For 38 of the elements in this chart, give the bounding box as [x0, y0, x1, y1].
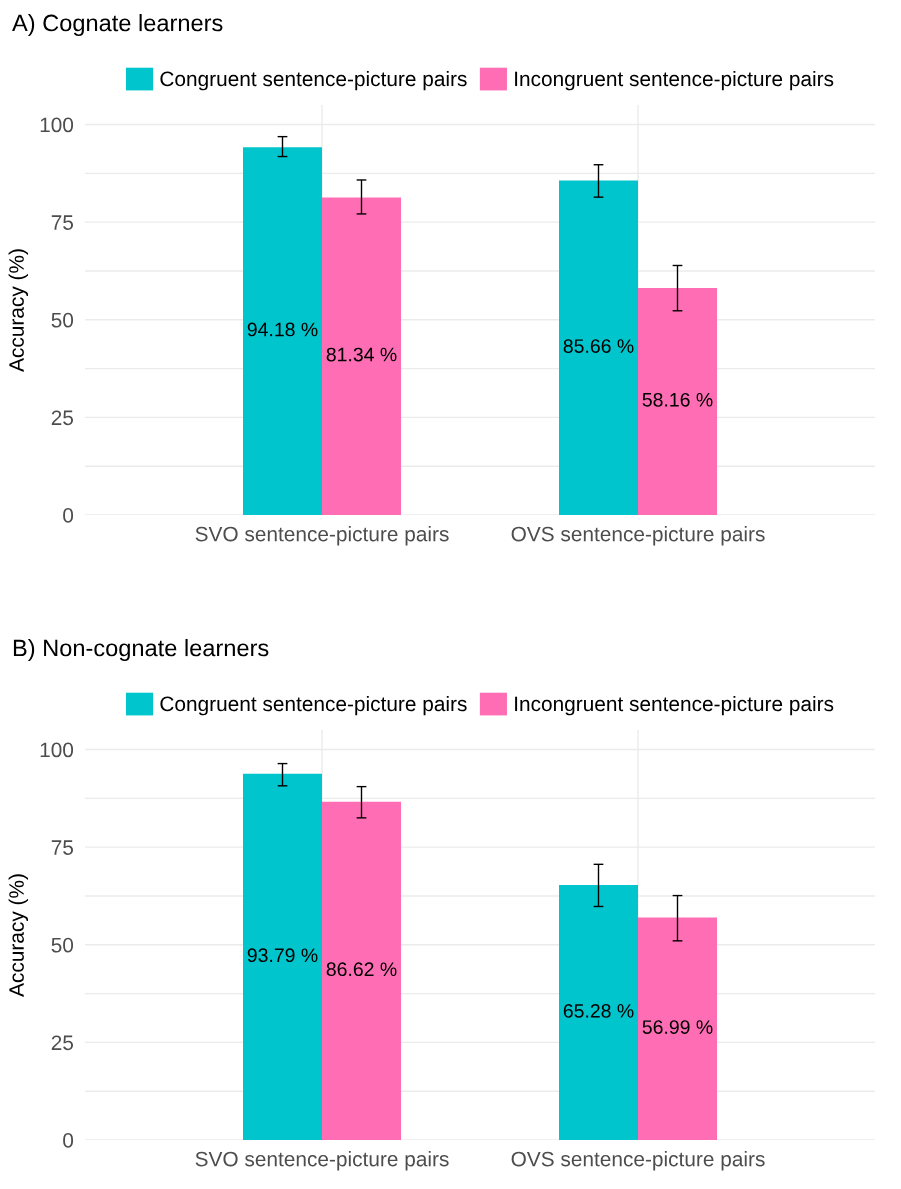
- y-tick-label: 50: [51, 937, 74, 953]
- data-label: 58.16 %: [642, 392, 713, 407]
- y-tick-label: 25: [51, 410, 74, 426]
- data-label: 81.34 %: [326, 347, 397, 362]
- data-label: 86.62 %: [326, 962, 397, 977]
- y-tick-label: 0: [63, 1133, 74, 1148]
- y-tick-label: 25: [51, 1035, 74, 1051]
- y-axis-title: Accuracy (%): [8, 874, 29, 997]
- y-tick-label: 100: [40, 117, 74, 133]
- bar: [322, 801, 401, 1140]
- data-label: 56.99 %: [642, 1020, 713, 1034]
- y-axis-title: Accuracy (%): [8, 249, 29, 372]
- data-label: 85.66 %: [563, 339, 634, 353]
- y-tick-label: 0: [63, 508, 74, 523]
- data-label: 65.28 %: [563, 1004, 634, 1018]
- x-tick-label: SVO sentence-picture pairs: [195, 1151, 449, 1171]
- y-tick-label: 100: [40, 742, 74, 758]
- bar: [322, 197, 401, 515]
- data-label: 94.18 %: [247, 322, 318, 337]
- y-tick-label: 75: [51, 215, 74, 230]
- chart-title: B) Non-cognate learners: [13, 638, 269, 661]
- chart-title: A) Cognate learners: [12, 14, 223, 36]
- bar: [638, 287, 717, 515]
- legend-label: Incongruent sentence-picture pairs: [515, 70, 834, 91]
- bar: [638, 917, 717, 1140]
- y-tick-label: 50: [51, 312, 74, 328]
- legend-label: Congruent sentence-picture pairs: [160, 70, 467, 91]
- x-tick-label: OVS sentence-picture pairs: [511, 526, 765, 546]
- x-tick-label: SVO sentence-picture pairs: [195, 526, 449, 546]
- legend-label: Incongruent sentence-picture pairs: [515, 695, 834, 716]
- y-tick-label: 75: [51, 840, 74, 855]
- legend-label: Congruent sentence-picture pairs: [160, 695, 467, 716]
- x-tick-label: OVS sentence-picture pairs: [511, 1151, 765, 1171]
- bar: [243, 147, 322, 515]
- bar: [559, 885, 638, 1140]
- data-label: 93.79 %: [247, 948, 318, 963]
- bar: [559, 180, 638, 515]
- bar: [243, 773, 322, 1140]
